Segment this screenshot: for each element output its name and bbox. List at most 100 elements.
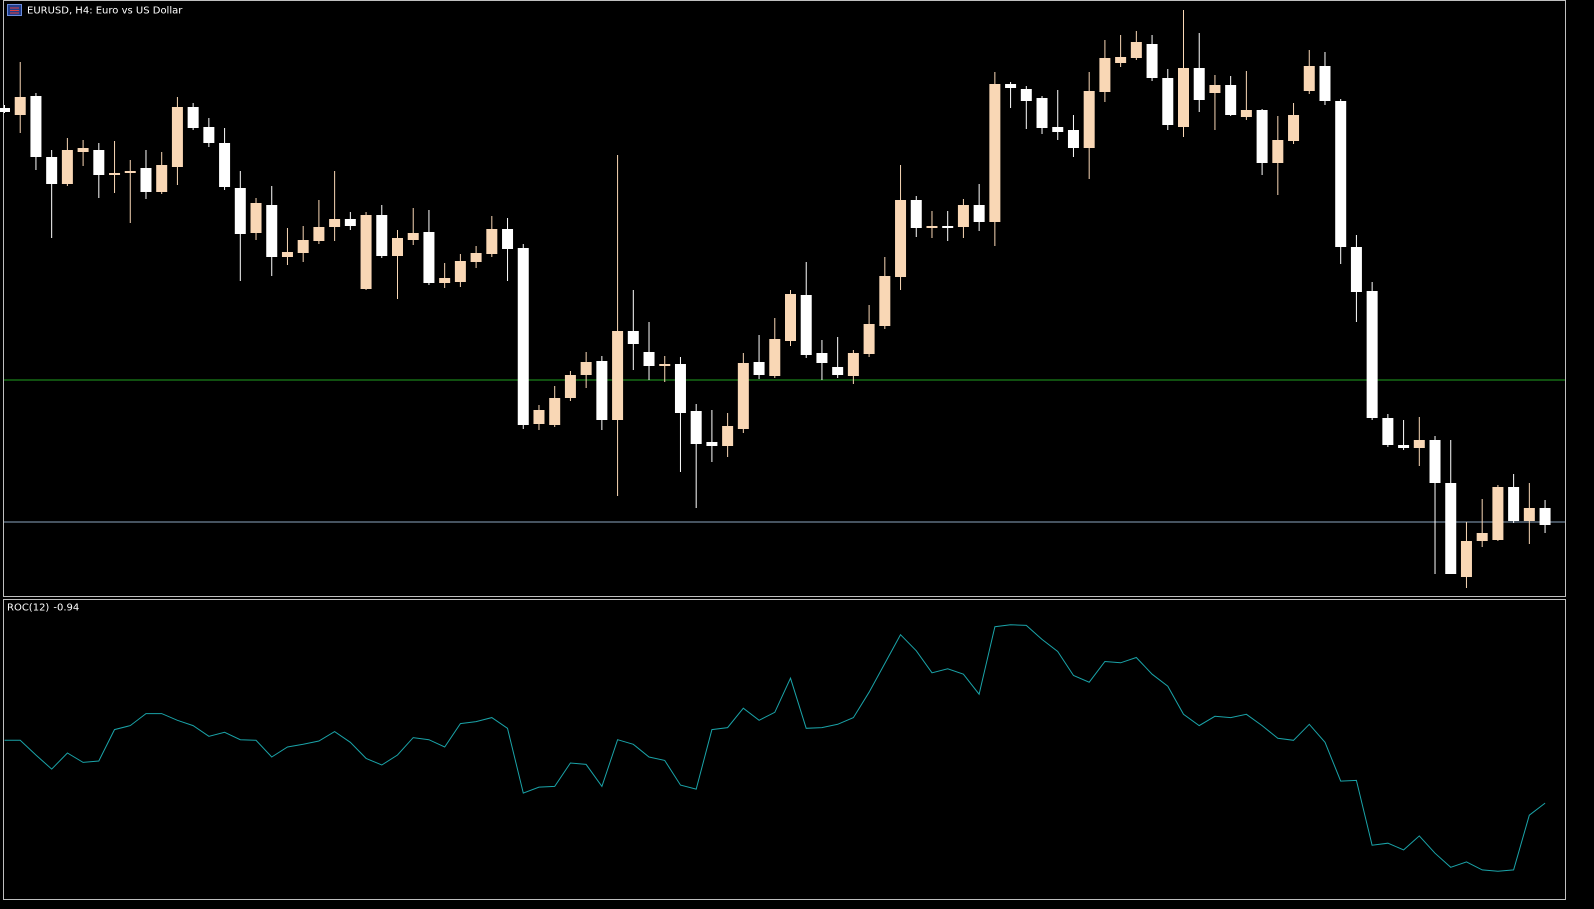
candle-body (1146, 44, 1158, 78)
candle-body (1350, 247, 1362, 292)
symbol-icon[interactable] (7, 4, 22, 16)
candle-body (1413, 440, 1425, 448)
candle-body (486, 229, 498, 254)
candle-body (1209, 85, 1221, 93)
candle-body (957, 205, 969, 227)
candle-body (61, 150, 73, 184)
candle-body (470, 253, 482, 262)
candle-body (879, 276, 891, 326)
candle-body (93, 150, 105, 175)
candle-body (1335, 101, 1347, 247)
candle-body (124, 171, 136, 173)
candle-body (392, 238, 403, 256)
candle-body (1130, 42, 1142, 58)
indicator-pane-border (3, 599, 1566, 900)
candle-body (187, 107, 199, 128)
candle-body (1225, 85, 1237, 115)
candle-body (250, 203, 262, 233)
candle-body (596, 361, 608, 420)
candle-body (46, 157, 58, 184)
candle-body (690, 411, 702, 444)
candle-body (832, 367, 844, 375)
candle-body (1460, 541, 1472, 577)
candle-body (297, 240, 309, 253)
indicator-name: ROC(12) (7, 603, 49, 614)
candle-body (1523, 508, 1535, 521)
candle-body (1539, 508, 1551, 525)
candle-body (502, 229, 514, 249)
candle-body (454, 261, 466, 282)
indicator-line (4, 624, 1546, 872)
candle-body (1052, 127, 1064, 132)
candle-body (1083, 91, 1095, 148)
candle-body (1162, 78, 1174, 125)
candle-body (643, 352, 655, 366)
candle-body (1193, 68, 1205, 100)
candle-body (266, 205, 278, 257)
candle-body (722, 426, 734, 446)
candle-body (973, 205, 985, 222)
candle-body (549, 398, 561, 425)
candle-body (627, 331, 639, 344)
candle-body (407, 233, 419, 240)
main-pane-border (3, 0, 1566, 597)
candle-body (800, 295, 812, 355)
candle-body (1303, 66, 1315, 91)
candle-body (1476, 533, 1488, 541)
indicator-value: -0.94 (53, 603, 79, 614)
candle-body (753, 362, 765, 375)
candle-body (1178, 68, 1189, 127)
candle-body (942, 226, 954, 228)
candle-body (674, 364, 686, 413)
candle-body (1288, 115, 1300, 141)
candle-body (219, 143, 231, 187)
candle-body (737, 363, 749, 429)
chart-title: EURUSD, H4: Euro vs US Dollar (27, 6, 183, 17)
candle-body (863, 324, 875, 354)
candle-body (14, 97, 26, 115)
candle-body (281, 252, 293, 257)
candle-body (30, 96, 42, 157)
candle-body (1036, 98, 1048, 128)
candle-body (439, 278, 451, 283)
candle-body (612, 331, 624, 420)
candle-body (706, 442, 718, 446)
candle-body (1256, 110, 1268, 163)
candle-body (203, 127, 215, 143)
candle-body (1005, 84, 1017, 88)
candle-body (1099, 58, 1111, 92)
candle-body (313, 227, 325, 241)
candle-body (1398, 445, 1410, 448)
candle-body (360, 215, 372, 289)
candle-body (1429, 440, 1441, 483)
candle-body (171, 107, 183, 167)
candle-body (910, 200, 922, 228)
candle-body (77, 148, 89, 152)
candle-body (816, 353, 828, 363)
candle-body (156, 165, 168, 192)
candle-body (423, 232, 435, 283)
candle-body (580, 362, 592, 375)
candle-body (140, 168, 152, 192)
candle-body (1508, 487, 1520, 521)
candle-body (1445, 483, 1457, 574)
candle-body (1067, 130, 1079, 148)
candle-body (109, 173, 121, 175)
candle-body (1240, 110, 1252, 117)
candle-body (517, 248, 529, 425)
candle-body (564, 375, 576, 398)
candle-body (926, 226, 938, 228)
candle-body (234, 188, 246, 234)
candle-body (659, 364, 671, 366)
candle-body (1319, 66, 1331, 101)
candle-body (0, 108, 10, 112)
candle-body (847, 353, 859, 376)
candle-body (1115, 57, 1127, 63)
candle-body (376, 215, 388, 256)
candle-body (344, 219, 356, 226)
candle-body (1020, 89, 1032, 101)
candle-body (1492, 487, 1504, 540)
